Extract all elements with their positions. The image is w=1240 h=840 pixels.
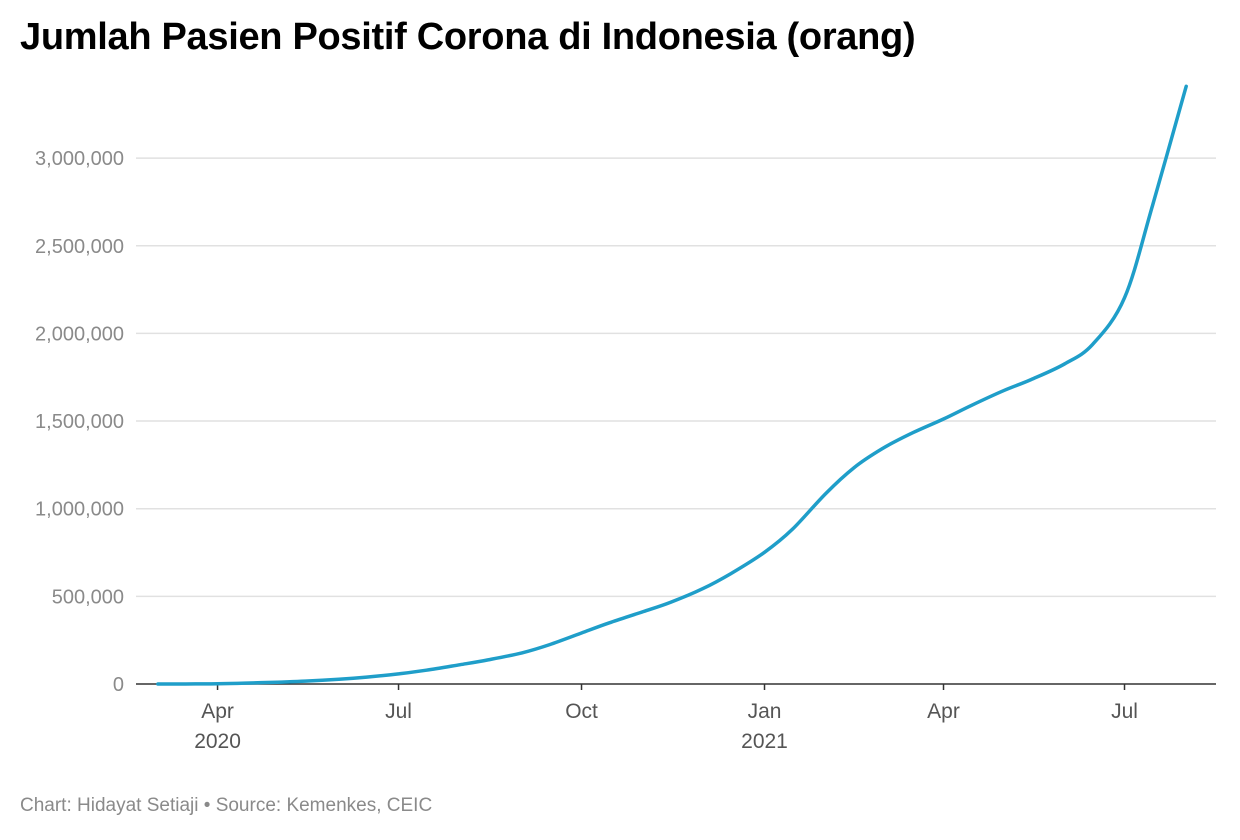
y-tick-label: 2,000,000 — [35, 323, 124, 345]
y-tick-label: 2,500,000 — [35, 236, 124, 258]
x-tick-label: Apr — [201, 700, 234, 723]
y-axis-ticks: 0 500,000 1,000,000 1,500,000 2,000,000 2,500… — [35, 148, 124, 696]
chart-footer: Chart: Hidayat Setiaji • Source: Kemenke… — [20, 795, 432, 817]
x-tick-label: Jul — [1111, 700, 1138, 723]
x-tick-year-label: 2020 — [194, 730, 241, 753]
chart-source: Source: Kemenkes, CEIC — [215, 795, 433, 816]
y-tick-label: 3,000,000 — [35, 148, 124, 170]
chart-credit: Chart: Hidayat Setiaji — [20, 795, 199, 816]
x-tick-label: Jul — [385, 700, 412, 723]
x-tick-label: Jan — [748, 700, 782, 723]
x-tick-label: Oct — [565, 700, 598, 723]
y-tick-label: 500,000 — [52, 586, 124, 608]
line-chart: 0 500,000 1,000,000 1,500,000 2,000,000 2,500… — [35, 84, 1216, 753]
series-line-positive-cases — [156, 84, 1188, 686]
footer-separator: • — [198, 795, 216, 816]
gridlines — [136, 157, 1216, 598]
y-tick-label: 0 — [113, 674, 124, 696]
y-tick-label: 1,500,000 — [35, 411, 124, 433]
y-tick-label: 1,000,000 — [35, 499, 124, 521]
x-tick-year-label: 2021 — [741, 730, 788, 753]
x-axis-ticks: Apr 2020 Jul Oct Jan 2021 Apr Jul — [194, 684, 1138, 753]
chart-title: Jumlah Pasien Positif Corona di Indonesi… — [20, 16, 916, 58]
x-tick-label: Apr — [927, 700, 960, 723]
